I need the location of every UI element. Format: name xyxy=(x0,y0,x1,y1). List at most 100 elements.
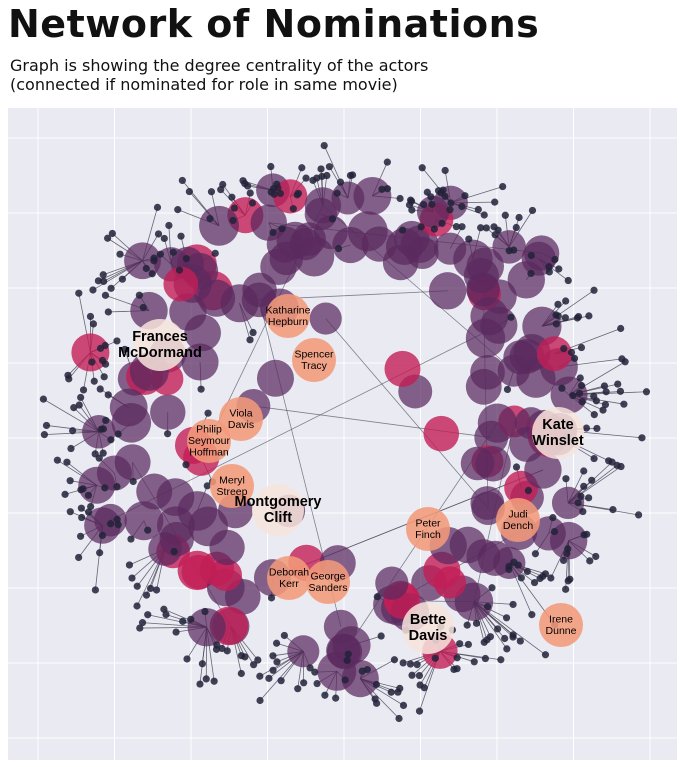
actor-node xyxy=(375,566,409,600)
actor-dot xyxy=(510,558,518,566)
actor-node xyxy=(273,179,308,214)
actor-dot xyxy=(341,676,349,684)
actor-dot xyxy=(142,591,151,599)
actor-dot xyxy=(187,615,195,623)
actor-dot xyxy=(564,276,572,285)
actor-dot xyxy=(89,320,98,328)
actor-dot xyxy=(383,158,391,166)
actor-dot xyxy=(395,714,403,723)
actor-dot xyxy=(634,511,643,519)
actor-dot xyxy=(75,289,83,297)
actor-dot xyxy=(172,628,180,636)
actor-dot xyxy=(488,584,496,592)
actor-dot xyxy=(91,450,99,458)
actor-dot xyxy=(78,513,86,522)
actor-dot xyxy=(590,392,598,400)
actor-dot xyxy=(169,248,177,256)
actor-dot xyxy=(408,206,416,214)
actor-dot xyxy=(550,527,559,536)
actor-dot xyxy=(570,354,579,362)
actor-dot xyxy=(390,656,399,664)
actor-dot xyxy=(313,174,321,182)
actor-dot xyxy=(212,645,221,653)
actor-dot xyxy=(515,213,523,222)
actor-dot xyxy=(408,671,416,679)
actor-dot xyxy=(545,268,553,276)
edge xyxy=(325,318,489,509)
actor-dot xyxy=(528,611,536,619)
actor-dot xyxy=(450,665,458,674)
actor-dot xyxy=(333,189,341,197)
actor-dot xyxy=(317,165,325,173)
actor-dot xyxy=(621,358,629,366)
actor-dot xyxy=(452,223,460,231)
actor-dot xyxy=(210,677,218,685)
actor-dot xyxy=(177,232,185,240)
actor-dot xyxy=(77,504,85,512)
actor-dot xyxy=(332,694,340,702)
actor-dot xyxy=(592,552,600,561)
actor-dot xyxy=(306,664,314,672)
actor-dot xyxy=(642,388,651,396)
actor-dot xyxy=(588,476,596,484)
actor-node xyxy=(551,486,585,520)
actor-dot xyxy=(494,625,502,633)
actor-node xyxy=(434,232,467,265)
actor-dot xyxy=(320,141,328,150)
actor-dot xyxy=(558,384,566,392)
actor-dot xyxy=(552,311,560,319)
actor-node xyxy=(353,176,392,215)
actor-dot xyxy=(528,206,537,215)
actor-dot xyxy=(398,226,407,234)
actor-label: Katharine Hepburn xyxy=(266,304,311,328)
actor-dot xyxy=(465,235,473,243)
actor-node xyxy=(199,205,239,246)
actor-dot xyxy=(94,277,103,285)
actor-dot xyxy=(464,640,472,649)
actor-label: Montgomery Clift xyxy=(235,494,322,526)
actor-dot xyxy=(256,672,264,680)
actor-label: Bette Davis xyxy=(409,612,448,644)
actor-dot xyxy=(420,684,428,692)
actor-dot xyxy=(344,650,352,658)
actor-dot xyxy=(90,377,98,385)
actor-dot xyxy=(100,373,108,381)
actor-dot xyxy=(164,430,172,438)
actor-dot xyxy=(501,211,509,219)
actor-dot xyxy=(560,345,568,353)
actor-node xyxy=(466,539,501,574)
actor-dot xyxy=(561,314,569,322)
actor-dot xyxy=(562,585,570,593)
actor-label: Judi Dench xyxy=(503,508,534,532)
actor-node xyxy=(470,355,505,390)
actor-dot xyxy=(102,416,110,425)
actor-dot xyxy=(237,669,245,678)
actor-dot xyxy=(101,360,110,368)
actor-dot xyxy=(474,205,482,214)
actor-dot xyxy=(577,492,585,500)
actor-dot xyxy=(75,553,83,562)
actor-dot xyxy=(114,521,122,529)
actor-dot xyxy=(477,224,485,232)
actor-dot xyxy=(294,189,302,197)
actor-dot xyxy=(491,198,499,206)
actor-dot xyxy=(100,277,108,285)
actor-dot xyxy=(574,312,583,321)
labeled-actor-node xyxy=(187,419,231,463)
actor-dot xyxy=(545,263,553,271)
actor-dot xyxy=(66,508,74,516)
actor-dot xyxy=(244,182,252,190)
actor-dot xyxy=(503,645,511,653)
actor-node xyxy=(347,211,388,252)
actor-dot xyxy=(480,638,488,646)
actor-dot xyxy=(372,680,380,689)
actor-dot xyxy=(431,654,439,662)
actor-dot xyxy=(406,660,415,668)
actor-dot xyxy=(484,603,492,611)
actor-dot xyxy=(197,385,205,393)
actor-dot xyxy=(555,265,563,273)
chart-subtitle: Graph is showing the degree centrality o… xyxy=(10,56,428,94)
actor-label: Philip Seymour Hoffman xyxy=(188,423,231,458)
actor-dot xyxy=(101,484,109,492)
actor-dot xyxy=(505,565,513,574)
